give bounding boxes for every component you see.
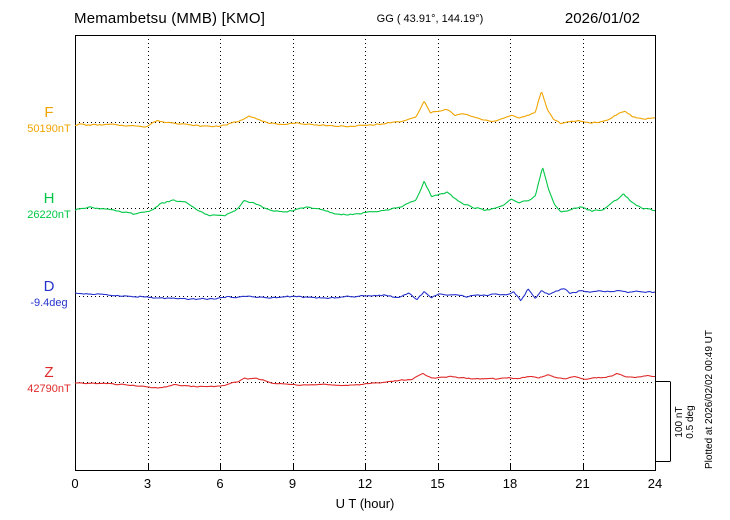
channel-letter: F xyxy=(44,104,54,121)
channel-letter: Z xyxy=(44,364,54,381)
amplitude-scale-label: 100 nT 0.5 deg xyxy=(674,383,696,461)
scale-label-deg: 0.5 deg xyxy=(685,405,696,439)
x-tick-label: 21 xyxy=(575,476,590,491)
channel-baseline-value: 50190nT xyxy=(27,123,71,135)
channel-label-D: D -9.4deg xyxy=(14,278,84,310)
channel-label-F: F 50190nT xyxy=(14,104,84,136)
channel-baseline-value: 26220nT xyxy=(27,209,71,221)
x-axis-tick-labels: 0 3 6 9 12 15 18 21 24 xyxy=(0,476,730,491)
x-tick-label: 12 xyxy=(357,476,373,491)
channel-baseline-value: -9.4deg xyxy=(30,297,68,309)
channel-letter: D xyxy=(43,278,55,295)
x-tick-label: 3 xyxy=(143,476,152,491)
x-axis-title: U T (hour) xyxy=(335,496,395,511)
station-title: Memambetsu (MMB) [KMO] xyxy=(74,10,266,27)
plotted-at-note: Plotted at 2026/02/02 00:49 UT xyxy=(704,330,715,469)
geographic-coordinates: GG ( 43.91°, 144.19°) xyxy=(376,13,484,25)
x-tick-label: 15 xyxy=(430,476,445,491)
x-tick-label: 24 xyxy=(647,476,663,491)
channel-label-Z: Z 42790nT xyxy=(14,364,84,396)
channel-baseline-value: 42790nT xyxy=(27,383,71,395)
x-tick-label: 0 xyxy=(71,476,79,491)
channel-letter: H xyxy=(43,190,55,207)
plot-date: 2026/01/02 xyxy=(564,10,640,27)
scale-label-nt: 100 nT xyxy=(674,406,685,438)
x-tick-label: 6 xyxy=(216,476,224,491)
x-tick-label: 9 xyxy=(288,476,297,491)
channel-label-H: H 26220nT xyxy=(14,190,84,222)
x-tick-label: 18 xyxy=(502,476,518,491)
